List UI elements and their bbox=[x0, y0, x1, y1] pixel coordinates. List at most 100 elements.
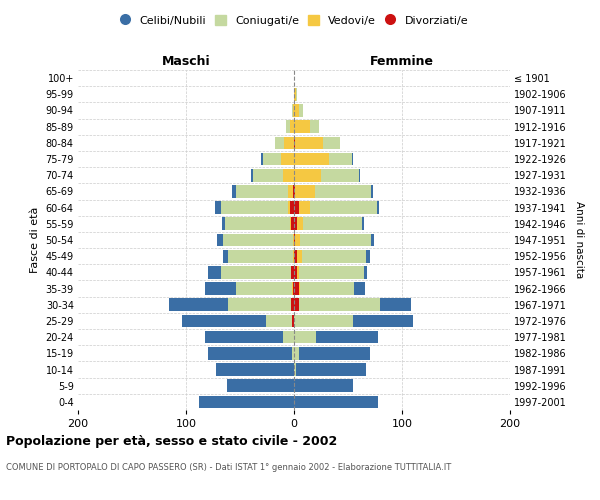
Bar bbox=[292, 104, 293, 117]
Bar bbox=[225, 218, 290, 230]
Bar bbox=[236, 185, 287, 198]
Bar bbox=[294, 120, 310, 133]
Bar bbox=[208, 266, 221, 278]
Bar bbox=[228, 298, 291, 311]
Bar bbox=[362, 218, 364, 230]
Bar bbox=[296, 88, 297, 101]
Bar bbox=[299, 282, 301, 295]
Bar bbox=[293, 234, 294, 246]
Bar bbox=[294, 152, 329, 166]
Bar bbox=[227, 380, 294, 392]
Bar bbox=[294, 136, 295, 149]
Bar bbox=[294, 185, 295, 198]
Bar bbox=[221, 218, 225, 230]
Y-axis label: Anni di nascita: Anni di nascita bbox=[574, 202, 584, 278]
Bar bbox=[293, 185, 294, 198]
Bar bbox=[293, 104, 294, 117]
Bar bbox=[299, 266, 364, 278]
Bar bbox=[290, 202, 294, 214]
Bar bbox=[292, 314, 294, 328]
Bar bbox=[281, 152, 294, 166]
Bar bbox=[371, 234, 374, 246]
Bar bbox=[352, 152, 353, 166]
Bar bbox=[294, 202, 299, 214]
Bar bbox=[316, 331, 378, 344]
Text: COMUNE DI PORTOPALO DI CAPO PASSERO (SR) - Dati ISTAT 1° gennaio 2002 - Elaboraz: COMUNE DI PORTOPALO DI CAPO PASSERO (SR)… bbox=[6, 462, 451, 471]
Bar bbox=[329, 152, 352, 166]
Bar bbox=[290, 120, 294, 133]
Bar bbox=[253, 169, 283, 181]
Bar bbox=[299, 104, 302, 117]
Bar bbox=[292, 282, 293, 295]
Bar bbox=[355, 282, 365, 295]
Bar bbox=[221, 202, 287, 214]
Legend: Celibi/Nubili, Coniugati/e, Vedovi/e, Divorziati/e: Celibi/Nubili, Coniugati/e, Vedovi/e, Di… bbox=[115, 10, 473, 30]
Bar bbox=[291, 298, 294, 311]
Bar bbox=[299, 298, 380, 311]
Bar bbox=[294, 104, 299, 117]
Bar bbox=[275, 136, 284, 149]
Bar bbox=[236, 282, 292, 295]
Bar bbox=[299, 347, 370, 360]
Bar bbox=[310, 120, 319, 133]
Bar bbox=[301, 282, 355, 295]
Bar bbox=[292, 347, 294, 360]
Bar bbox=[217, 234, 223, 246]
Bar bbox=[266, 314, 292, 328]
Bar bbox=[294, 282, 299, 295]
Bar bbox=[371, 185, 373, 198]
Bar bbox=[294, 266, 297, 278]
Bar bbox=[294, 169, 321, 181]
Bar bbox=[310, 202, 377, 214]
Bar bbox=[215, 202, 221, 214]
Bar bbox=[294, 380, 353, 392]
Bar bbox=[169, 298, 228, 311]
Text: Popolazione per età, sesso e stato civile - 2002: Popolazione per età, sesso e stato civil… bbox=[6, 435, 337, 448]
Bar bbox=[301, 234, 371, 246]
Bar bbox=[323, 136, 340, 149]
Bar bbox=[228, 250, 293, 262]
Bar bbox=[287, 202, 290, 214]
Bar bbox=[377, 202, 379, 214]
Bar bbox=[295, 185, 314, 198]
Bar bbox=[302, 250, 367, 262]
Bar bbox=[299, 202, 310, 214]
Bar bbox=[283, 169, 294, 181]
Bar bbox=[297, 266, 299, 278]
Bar bbox=[294, 234, 295, 246]
Bar bbox=[283, 331, 294, 344]
Bar bbox=[287, 185, 293, 198]
Bar bbox=[208, 347, 292, 360]
Bar bbox=[284, 136, 294, 149]
Bar bbox=[232, 185, 236, 198]
Bar bbox=[223, 234, 293, 246]
Bar bbox=[380, 298, 410, 311]
Text: Maschi: Maschi bbox=[161, 54, 211, 68]
Bar bbox=[314, 185, 371, 198]
Bar bbox=[353, 314, 413, 328]
Bar bbox=[291, 218, 294, 230]
Bar bbox=[321, 169, 359, 181]
Bar bbox=[294, 88, 296, 101]
Y-axis label: Fasce di età: Fasce di età bbox=[30, 207, 40, 273]
Bar bbox=[359, 169, 360, 181]
Bar bbox=[290, 218, 291, 230]
Bar bbox=[263, 152, 281, 166]
Bar bbox=[205, 331, 283, 344]
Bar bbox=[297, 218, 302, 230]
Bar bbox=[364, 266, 367, 278]
Bar bbox=[295, 234, 301, 246]
Bar bbox=[302, 218, 362, 230]
Bar bbox=[296, 363, 367, 376]
Bar bbox=[295, 136, 323, 149]
Bar bbox=[294, 347, 299, 360]
Bar bbox=[294, 298, 299, 311]
Bar bbox=[294, 250, 297, 262]
Bar bbox=[293, 282, 294, 295]
Bar bbox=[294, 331, 316, 344]
Bar bbox=[260, 152, 263, 166]
Bar bbox=[293, 250, 294, 262]
Bar bbox=[367, 250, 370, 262]
Bar bbox=[294, 363, 296, 376]
Bar bbox=[294, 218, 297, 230]
